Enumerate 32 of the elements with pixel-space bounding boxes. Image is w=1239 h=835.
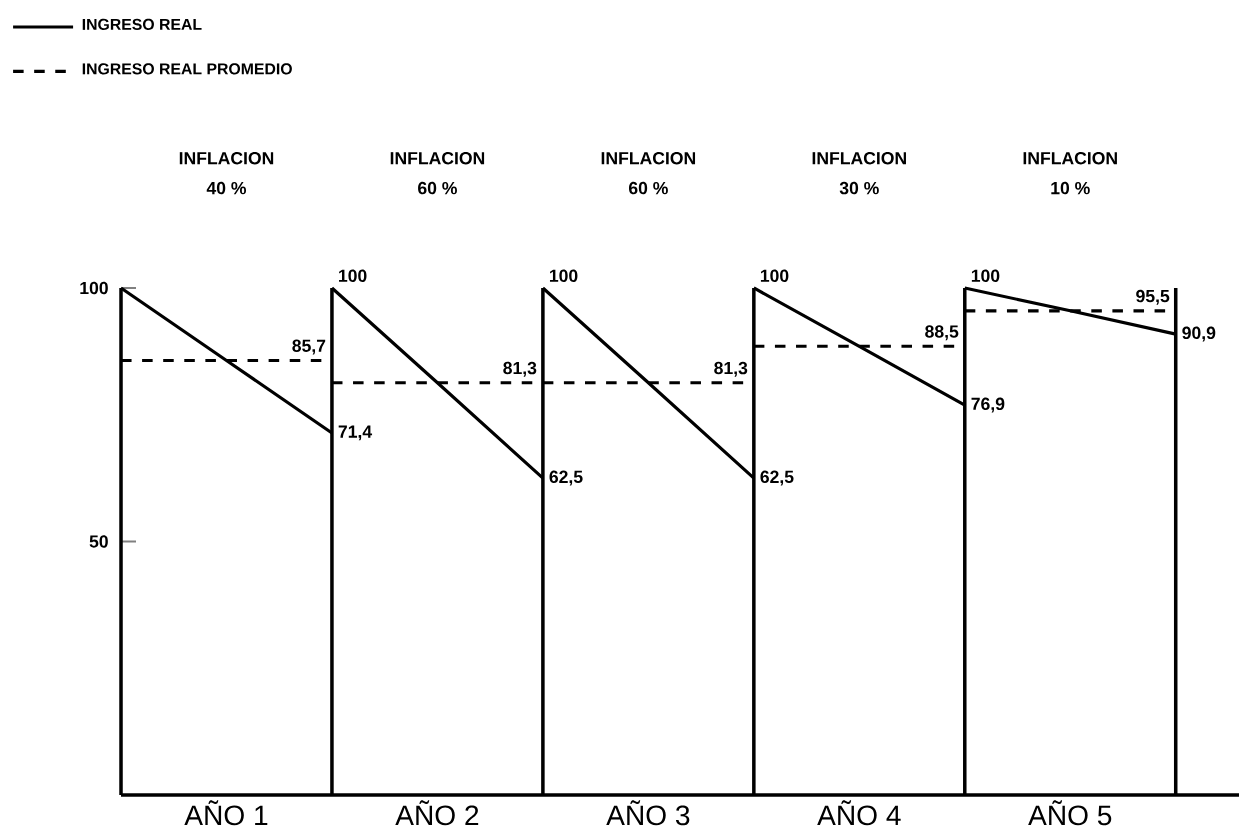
text: INFLACION: [812, 151, 906, 165]
data-label: 81,3: [503, 361, 537, 377]
data-label: 81,3: [714, 361, 748, 377]
y-tick-label: 50: [89, 535, 108, 548]
data-label: 100: [760, 269, 789, 282]
text: 40 %: [206, 181, 247, 195]
x-tick-label: AÑO 2: [395, 800, 479, 826]
x-tick-label: AÑO 5: [1028, 800, 1112, 826]
x-tick-label: AÑO 3: [606, 800, 690, 826]
legend-label: INGRESO REAL PROMEDIO: [82, 63, 292, 75]
x-tick-label: AÑO 1: [184, 800, 268, 826]
text: 30 %: [839, 181, 879, 195]
data-label: 100: [339, 269, 367, 282]
data-label: 90,9: [1182, 326, 1216, 342]
data-label: 71,4: [338, 425, 373, 441]
text: 10 %: [1051, 181, 1090, 195]
data-label: 62,5: [760, 470, 794, 486]
data-label: 85,7: [292, 339, 326, 355]
data-label: 88,5: [925, 325, 959, 341]
data-label: 95,5: [1136, 289, 1170, 305]
data-label: 100: [971, 269, 1000, 282]
legend-label: INGRESO REAL: [82, 18, 202, 31]
data-label: 76,9: [971, 397, 1005, 413]
text: INFLACION: [1023, 151, 1117, 165]
data-label: 100: [549, 269, 578, 282]
text: 60 %: [418, 181, 457, 195]
data-label: 62,5: [549, 470, 583, 486]
text: INFLACION: [390, 151, 485, 165]
x-tick-label: AÑO 4: [817, 800, 901, 826]
text: INFLACION: [601, 151, 696, 165]
text: INFLACION: [179, 151, 274, 165]
text: 60 %: [629, 181, 668, 195]
